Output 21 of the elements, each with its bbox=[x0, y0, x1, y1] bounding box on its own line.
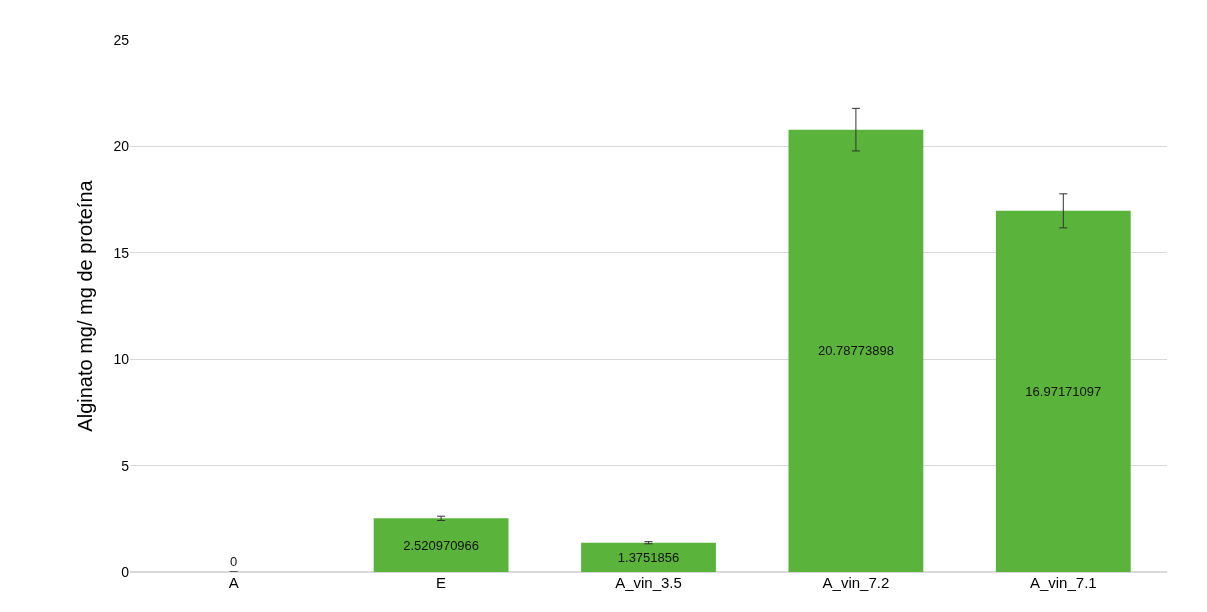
data-label: 1.3751856 bbox=[617, 549, 680, 565]
data-label: 2.520970966 bbox=[403, 537, 480, 553]
data-label: 16.97171097 bbox=[1025, 383, 1102, 399]
bar bbox=[995, 210, 1131, 572]
y-tick-label: 25 bbox=[113, 31, 130, 48]
x-tick-label: A_vin_7.2 bbox=[822, 574, 890, 591]
data-label: 20.78773898 bbox=[817, 343, 894, 359]
y-tick-label: 10 bbox=[113, 351, 130, 368]
bar bbox=[581, 542, 716, 572]
x-tick-label: A_vin_7.1 bbox=[1029, 574, 1097, 591]
y-tick-label: 15 bbox=[113, 244, 130, 261]
y-tick-label: 0 bbox=[121, 563, 130, 580]
x-tick-label: E bbox=[436, 574, 447, 591]
data-label: 0 bbox=[230, 554, 238, 569]
y-axis-title: Alginato mg/ mg de proteína bbox=[73, 179, 96, 432]
y-tick-label: 5 bbox=[121, 457, 130, 474]
x-tick-label: A bbox=[228, 574, 239, 591]
x-tick-label: A_vin_3.5 bbox=[615, 574, 682, 591]
y-tick-label: 20 bbox=[113, 138, 130, 155]
bar bbox=[788, 129, 924, 572]
bar bbox=[373, 518, 509, 572]
